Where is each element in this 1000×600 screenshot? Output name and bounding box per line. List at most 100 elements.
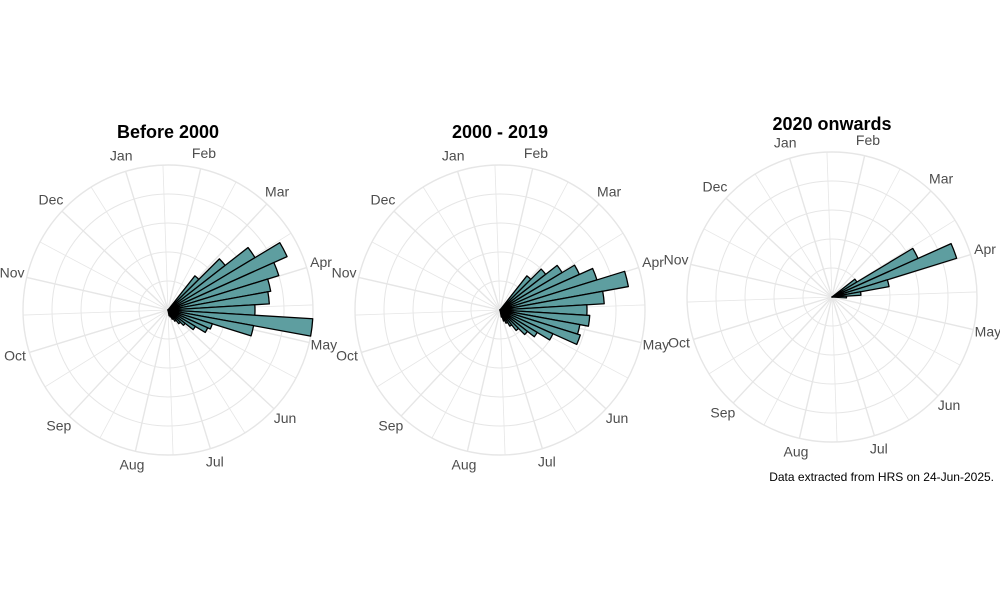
grid-spoke — [99, 309, 169, 439]
grid-spoke — [831, 296, 838, 442]
grid-spoke — [703, 228, 833, 298]
grid-spoke — [431, 309, 501, 439]
grid-spoke — [831, 155, 866, 298]
month-label-may: May — [975, 324, 1000, 340]
month-label-jan: Jan — [774, 135, 797, 151]
rose-panel-2: Jan Feb Mar Apr May Jun Jul Aug Sep Oct Nov Dec 2000… — [332, 122, 669, 473]
month-label-mar: Mar — [265, 184, 289, 200]
month-label-apr: Apr — [310, 254, 332, 270]
month-label-apr: Apr — [974, 241, 996, 257]
grid-spoke — [831, 296, 961, 366]
bar-week-15 — [167, 291, 270, 311]
grid-spoke — [499, 309, 578, 434]
grid-spoke — [826, 152, 833, 298]
bar-week-14 — [831, 279, 890, 298]
grid-spoke — [798, 296, 833, 439]
panel-title: 2000 - 2019 — [452, 122, 548, 142]
grid-spoke — [831, 296, 910, 421]
grid-spoke — [400, 309, 501, 417]
month-label-mar: Mar — [929, 171, 953, 187]
month-label-jul: Jul — [538, 454, 556, 470]
month-label-sep: Sep — [46, 418, 71, 434]
grid-ring — [715, 180, 949, 414]
grid-spoke — [167, 309, 275, 410]
grid-spoke — [499, 168, 534, 311]
grid-spoke — [167, 309, 212, 449]
rose-panel-3: Jan Feb Mar Apr May Jun Jul Aug Sep Oct Nov Dec 2020… — [664, 114, 1000, 460]
grid-spoke — [371, 241, 501, 311]
grid-ring — [802, 267, 862, 327]
grid-spoke — [167, 309, 246, 434]
grid-ring — [686, 151, 978, 443]
grid-spoke — [361, 309, 501, 354]
grid-spoke — [376, 309, 501, 388]
grid-spoke — [61, 210, 169, 311]
grid-spoke — [499, 309, 544, 449]
grid-spoke — [124, 171, 169, 311]
grid-spoke — [754, 173, 833, 298]
month-label-jun: Jun — [606, 410, 629, 426]
month-label-feb: Feb — [524, 145, 548, 161]
month-label-oct: Oct — [668, 334, 690, 350]
grid-spoke — [422, 186, 501, 311]
month-label-aug: Aug — [784, 444, 809, 460]
bar-week-15 — [499, 290, 605, 311]
grid-spoke — [456, 171, 501, 311]
panel-title: Before 2000 — [117, 122, 219, 142]
grid-spoke — [26, 276, 169, 311]
grid-ring — [773, 238, 891, 356]
bar-week-16 — [831, 295, 848, 299]
grid-spoke — [763, 296, 833, 426]
month-label-aug: Aug — [120, 457, 145, 473]
grid-spoke — [831, 168, 901, 298]
grid-spoke — [167, 168, 202, 311]
grid-spoke — [358, 276, 501, 311]
grid-spoke — [162, 165, 169, 311]
grid-spoke — [788, 158, 833, 298]
grid-spoke — [44, 309, 169, 388]
month-label-sep: Sep — [378, 418, 403, 434]
month-label-apr: Apr — [642, 254, 664, 270]
month-label-oct: Oct — [4, 347, 26, 363]
grid-spoke — [690, 263, 833, 298]
grid-spoke — [39, 241, 169, 311]
grid-spoke — [23, 309, 169, 316]
month-label-jul: Jul — [870, 441, 888, 457]
grid-spoke — [134, 309, 169, 452]
bar-week-27 — [499, 309, 503, 318]
grid-spoke — [725, 197, 833, 298]
rose-panel-1: Jan Feb Mar Apr May Jun Jul Aug Sep Oct Nov Dec Befo… — [0, 122, 337, 473]
bar-week-13 — [167, 261, 280, 311]
grid-ring — [744, 209, 920, 385]
grid-spoke — [167, 309, 174, 455]
month-label-nov: Nov — [664, 252, 689, 268]
month-label-dec: Dec — [371, 192, 396, 208]
grid-spoke — [29, 309, 169, 354]
month-label-dec: Dec — [703, 179, 728, 195]
month-label-jun: Jun — [938, 397, 961, 413]
data-source-caption: Data extracted from HRS on 24-Jun-2025. — [769, 470, 994, 484]
grid-ring — [51, 193, 285, 427]
month-label-feb: Feb — [192, 145, 216, 161]
bar-week-14 — [499, 270, 630, 311]
month-label-may: May — [643, 337, 669, 353]
grid-spoke — [90, 186, 169, 311]
month-label-jul: Jul — [206, 454, 224, 470]
month-label-feb: Feb — [856, 132, 880, 148]
month-label-jan: Jan — [442, 148, 465, 164]
month-label-aug: Aug — [452, 457, 477, 473]
grid-spoke — [68, 309, 169, 417]
grid-spoke — [355, 309, 501, 316]
grid-spoke — [831, 296, 974, 331]
bar-week-13 — [831, 242, 958, 298]
grid-spoke — [693, 296, 833, 341]
bar-week-14 — [167, 278, 272, 311]
month-label-nov: Nov — [0, 265, 25, 281]
bar-week-27 — [167, 309, 171, 317]
month-label-nov: Nov — [332, 265, 357, 281]
grid-ring — [354, 164, 646, 456]
month-label-mar: Mar — [597, 184, 621, 200]
grid-spoke — [494, 165, 501, 311]
grid-spoke — [499, 181, 569, 311]
